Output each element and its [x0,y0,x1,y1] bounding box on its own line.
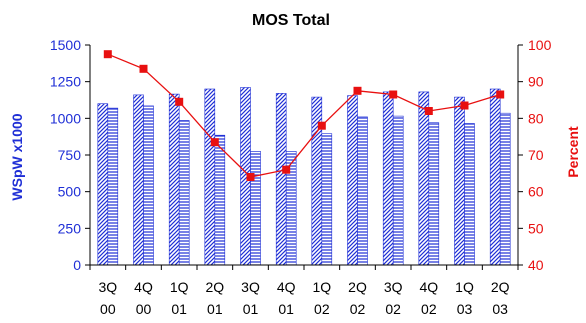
bar-series-2 [178,120,190,266]
bar-series-1 [454,96,465,266]
bar-series-2 [428,122,440,266]
y-axis-title-left: WSpW x1000 [9,113,25,200]
bar-series-1 [168,93,180,266]
x-tick-label-line2: 01 [207,301,223,317]
y-tick-label-left: 1500 [50,37,81,53]
bar-series-1 [489,88,501,266]
percent-marker [317,121,326,130]
y-tick-label-left: 1250 [50,74,81,90]
percent-marker [139,64,148,73]
x-tick-label-line2: 00 [100,301,116,317]
y-tick-label-right: 100 [528,37,552,53]
x-tick-label-line1: 2Q [348,279,367,295]
bar-series-1 [204,88,216,266]
x-tick-label-line1: 4Q [277,279,296,295]
bar-series-2 [357,116,368,266]
x-tick-label-line1: 2Q [205,279,224,295]
chart-title: MOS Total [252,12,330,29]
bar-series-1 [275,93,287,266]
y-tick-label-right: 70 [528,147,544,163]
bar-series-2 [321,133,333,266]
x-tick-label-line2: 02 [421,301,437,317]
x-tick-label-line2: 00 [136,301,152,317]
y-tick-label-right: 40 [528,257,544,273]
percent-marker [175,97,184,106]
bar-series-1 [347,95,358,266]
x-tick-label-line2: 03 [492,301,508,317]
bar-series-1 [418,91,430,266]
x-tick-label-line2: 01 [243,301,259,317]
percent-marker [460,101,469,110]
bar-series-2 [107,107,119,266]
y-tick-label-left: 500 [58,184,82,200]
bar-series-2 [214,134,226,266]
x-tick-label-line2: 01 [278,301,294,317]
x-tick-label-line1: 2Q [491,279,510,295]
bar-series-1 [97,103,109,266]
percent-marker [353,86,362,95]
bar-series-2 [464,123,475,266]
bar-series-2 [499,112,511,266]
x-tick-label-line2: 02 [350,301,366,317]
y-tick-label-right: 60 [528,184,544,200]
y-tick-label-right: 90 [528,74,544,90]
x-tick-label-line1: 1Q [170,279,189,295]
percent-marker [282,165,291,174]
x-tick-label-line1: 1Q [312,279,331,295]
x-tick-label-line1: 3Q [241,279,260,295]
x-tick-label-line2: 02 [385,301,401,317]
x-tick-label-line2: 02 [314,301,330,317]
bar-series-2 [250,151,261,266]
bar-series-1 [133,94,144,266]
bar-series-2 [143,105,154,266]
bar-series-1 [382,91,394,266]
percent-marker [496,90,505,99]
percent-marker [246,173,255,181]
x-tick-label-line2: 01 [171,301,187,317]
y-tick-label-left: 1000 [50,110,81,126]
y-tick-label-left: 0 [73,257,81,273]
y-tick-label-right: 80 [528,110,544,126]
x-tick-label-line1: 4Q [134,279,153,295]
y-axis-title-right: Percent [565,126,581,178]
x-tick-label-line1: 3Q [98,279,117,295]
percent-marker [103,50,112,59]
percent-line [107,53,501,178]
percent-marker [424,107,433,115]
x-tick-label-line1: 4Q [419,279,438,295]
y-tick-label-left: 750 [58,147,82,163]
x-tick-label-line2: 03 [457,301,473,317]
x-tick-label-line1: 3Q [384,279,403,295]
y-tick-label-right: 50 [528,220,544,236]
x-tick-label-line1: 1Q [455,279,474,295]
percent-marker [210,138,219,147]
bar-series-2 [392,115,404,266]
y-tick-label-left: 250 [58,220,82,236]
percent-marker [389,90,398,99]
plot-area: 0 250 500 750 1000 1250 1500 40 50 60 70 80 90 100 3Q 0… [50,37,552,317]
